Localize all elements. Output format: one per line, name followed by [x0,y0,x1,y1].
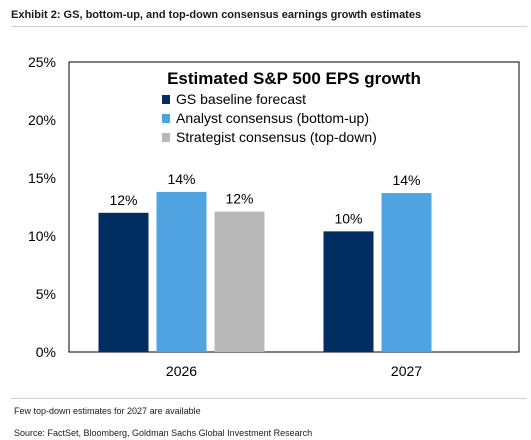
y-axis: 0% 5% 10% 15% 20% 25% [28,54,56,360]
y-tick-label: 20% [28,112,56,128]
plot-frame [68,61,520,353]
y-tick-label: 0% [36,344,56,360]
y-tick-label: 5% [36,286,56,302]
exhibit-title: Exhibit 2: GS, bottom-up, and top-down c… [11,9,422,21]
bar [323,231,374,352]
footnote-source: Source: FactSet, Bloomberg, Goldman Sach… [14,428,313,438]
data-label: 12% [109,192,137,208]
legend-swatch [162,114,170,123]
legend-swatch [162,95,170,104]
bottom-divider [11,398,527,399]
legend-label: Analyst consensus (bottom-up) [176,110,369,126]
data-label: 10% [334,210,362,226]
bar [214,211,265,352]
bar [381,193,432,352]
y-tick-label: 15% [28,170,56,186]
bar [98,212,149,352]
legend-swatch [162,133,170,142]
bars: 12% 14% 12% 10% 14% [98,171,432,352]
chart-title: Estimated S&P 500 EPS growth [167,69,421,88]
legend-label: GS baseline forecast [176,91,306,107]
y-tick-label: 10% [28,228,56,244]
data-label: 14% [392,172,420,188]
x-axis: 2026 2027 [166,363,422,379]
x-tick-label: 2026 [166,363,197,379]
legend: GS baseline forecast Analyst consensus (b… [162,91,377,145]
top-divider [11,26,527,27]
data-label: 14% [167,171,195,187]
eps-growth-chart: 0% 5% 10% 15% 20% 25% Estimated S&P 500 EPS g… [28,54,520,379]
footnote-note: Few top-down estimates for 2027 are avai… [14,406,201,416]
data-label: 12% [225,191,253,207]
x-tick-label: 2027 [391,363,422,379]
y-tick-label: 25% [28,54,56,70]
bar [156,191,207,352]
legend-label: Strategist consensus (top-down) [176,129,377,145]
